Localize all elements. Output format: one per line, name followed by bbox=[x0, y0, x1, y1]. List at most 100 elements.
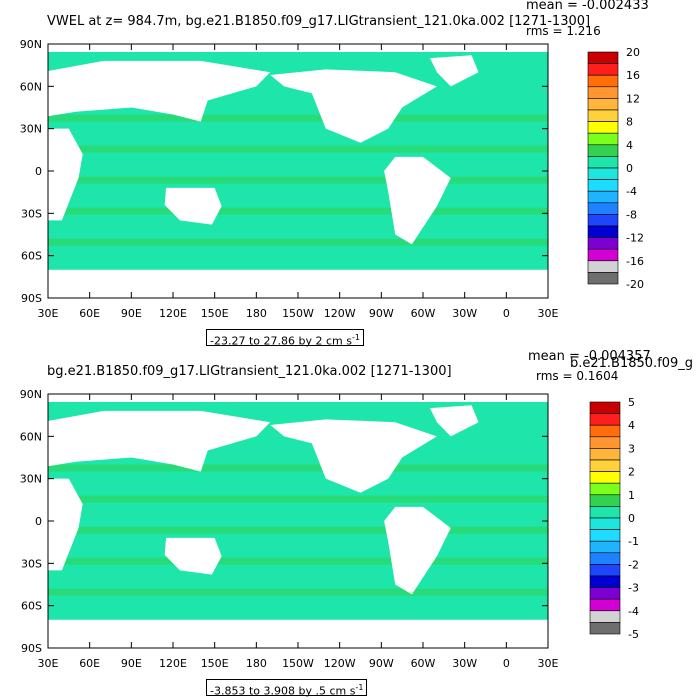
colorbar-swatch-1-1 bbox=[587, 63, 619, 76]
ocean-band-2-3 bbox=[48, 557, 548, 565]
x-tick-label-2-2: 90E bbox=[121, 657, 142, 670]
x-tick-label-1-1: 60E bbox=[79, 307, 100, 320]
colorbar-label-1-1: 16 bbox=[626, 69, 640, 82]
colorbar-swatch-1-18 bbox=[587, 260, 619, 273]
y-tick-label-2-5: 60S bbox=[21, 600, 42, 613]
colorbar-swatch-1-19 bbox=[587, 272, 619, 285]
y-tick-label-1-5: 60S bbox=[21, 250, 42, 263]
x-tick-label-2-1: 60E bbox=[79, 657, 100, 670]
colorbar-label-1-6: -4 bbox=[626, 185, 637, 198]
x-tick-label-1-12: 30E bbox=[538, 307, 559, 320]
land-mass-2-4 bbox=[384, 506, 451, 595]
x-tick-label-2-8: 90W bbox=[369, 657, 394, 670]
colorbar-swatch-2-3 bbox=[589, 436, 621, 449]
y-tick-label-2-2: 30N bbox=[20, 473, 42, 486]
colorbar-swatch-1-8 bbox=[587, 144, 619, 157]
colorbar-swatch-1-10 bbox=[587, 167, 619, 180]
y-tick-label-2-3: 0 bbox=[35, 515, 42, 528]
colorbar-swatch-1-16 bbox=[587, 237, 619, 250]
colorbar-swatch-2-16 bbox=[589, 587, 621, 600]
colorbar-swatch-2-10 bbox=[589, 517, 621, 530]
range-label-2: -3.853 to 3.908 by .5 cm s-1 bbox=[206, 679, 368, 698]
colorbar-label-1-2: 12 bbox=[626, 92, 640, 105]
colorbar-label-1-5: 0 bbox=[626, 162, 633, 175]
colorbar-label-1-0: 20 bbox=[626, 46, 640, 59]
colorbar-swatch-1-12 bbox=[587, 190, 619, 204]
colorbar-label-1-7: -8 bbox=[626, 208, 637, 221]
x-tick-label-1-2: 90E bbox=[121, 307, 142, 320]
colorbar-swatch-1-14 bbox=[587, 214, 619, 227]
land-mass-1-6 bbox=[48, 269, 548, 298]
x-tick-label-1-7: 120W bbox=[324, 307, 356, 320]
colorbar-swatch-1-7 bbox=[587, 132, 619, 146]
colorbar-swatch-2-1 bbox=[589, 413, 621, 426]
colorbar-swatch-1-17 bbox=[587, 248, 619, 262]
colorbar-swatch-2-14 bbox=[589, 564, 621, 577]
colorbar-swatch-1-11 bbox=[587, 179, 619, 192]
x-tick-label-1-5: 180 bbox=[246, 307, 267, 320]
colorbar-swatch-2-6 bbox=[589, 471, 621, 484]
range-text-2: -3.853 to 3.908 by .5 cm s bbox=[210, 684, 356, 698]
colorbar-swatch-2-4 bbox=[589, 448, 621, 461]
land-mass-1-1 bbox=[13, 60, 271, 122]
land-mass-2-2 bbox=[164, 537, 222, 575]
x-tick-label-2-3: 120E bbox=[159, 657, 187, 670]
colorbar-swatch-2-13 bbox=[589, 552, 621, 565]
colorbar-swatch-2-8 bbox=[589, 494, 621, 507]
y-tick-label-1-1: 60N bbox=[20, 80, 42, 93]
range-unit-2: -1 bbox=[355, 683, 364, 692]
land-mass-2-5 bbox=[429, 405, 479, 437]
colorbar-label-2-2: 3 bbox=[628, 442, 635, 455]
x-tick-label-1-11: 0 bbox=[503, 307, 510, 320]
x-tick-label-1-10: 30W bbox=[452, 307, 477, 320]
colorbar-swatch-2-15 bbox=[589, 575, 621, 588]
colorbar-swatch-1-2 bbox=[587, 74, 619, 88]
x-tick-label-1-9: 60W bbox=[411, 307, 436, 320]
range-label-1: -23.27 to 27.86 by 2 cm s-1 bbox=[206, 329, 364, 348]
colorbar-swatch-2-19 bbox=[589, 622, 621, 635]
colorbar-label-1-8: -12 bbox=[626, 232, 644, 245]
colorbar-label-2-7: -2 bbox=[628, 558, 639, 571]
land-mass-2-3 bbox=[270, 419, 437, 493]
ocean-band-2-1 bbox=[48, 495, 548, 503]
land-mass-1-2 bbox=[164, 187, 222, 225]
panel-title-2: bg.e21.B1850.f09_g17.LIGtransient_121.0k… bbox=[47, 364, 452, 379]
x-tick-label-2-6: 150W bbox=[282, 657, 314, 670]
colorbar-swatch-1-9 bbox=[587, 156, 619, 169]
colorbar-label-2-10: -5 bbox=[628, 628, 639, 641]
x-tick-label-2-9: 60W bbox=[411, 657, 436, 670]
land-mass-1-5 bbox=[429, 55, 479, 87]
x-tick-label-1-0: 30E bbox=[38, 307, 59, 320]
land-mass-1-4 bbox=[384, 156, 451, 245]
y-tick-label-1-0: 90N bbox=[20, 38, 42, 51]
colorbar-swatch-1-6 bbox=[587, 121, 619, 134]
x-tick-label-1-8: 90W bbox=[369, 307, 394, 320]
y-tick-label-1-2: 30N bbox=[20, 123, 42, 136]
rms-label-2: rms = 0.1604 bbox=[536, 369, 619, 383]
colorbar-label-1-10: -20 bbox=[626, 278, 644, 291]
colorbar-swatch-1-3 bbox=[587, 86, 619, 99]
y-tick-label-1-6: 90S bbox=[21, 292, 42, 305]
colorbar-swatch-2-0 bbox=[589, 401, 621, 414]
ocean-band-2-0 bbox=[48, 464, 548, 472]
land-mass-2-1 bbox=[13, 410, 271, 472]
colorbar-label-2-1: 4 bbox=[628, 419, 635, 432]
ocean-band-1-0 bbox=[48, 114, 548, 122]
y-tick-label-2-1: 60N bbox=[20, 430, 42, 443]
panel-title-1: VWEL at z= 984.7m, bg.e21.B1850.f09_g17.… bbox=[47, 14, 591, 29]
y-tick-label-2-0: 90N bbox=[20, 388, 42, 401]
colorbar-swatch-2-18 bbox=[589, 610, 621, 623]
ocean-band-1-4 bbox=[48, 238, 548, 246]
colorbar-label-1-4: 4 bbox=[626, 139, 633, 152]
x-tick-label-2-12: 30E bbox=[538, 657, 559, 670]
colorbar-swatch-1-5 bbox=[587, 109, 619, 122]
ocean-band-2-4 bbox=[48, 588, 548, 596]
x-tick-label-2-4: 150E bbox=[201, 657, 229, 670]
range-unit-1: -1 bbox=[351, 333, 360, 342]
ocean-band-1-3 bbox=[48, 207, 548, 215]
colorbar-swatch-2-5 bbox=[589, 459, 621, 472]
colorbar-swatch-1-13 bbox=[587, 202, 619, 215]
colorbar-label-2-6: -1 bbox=[628, 535, 639, 548]
colorbar-label-2-9: -4 bbox=[628, 605, 639, 618]
land-mass-2-6 bbox=[48, 619, 548, 648]
